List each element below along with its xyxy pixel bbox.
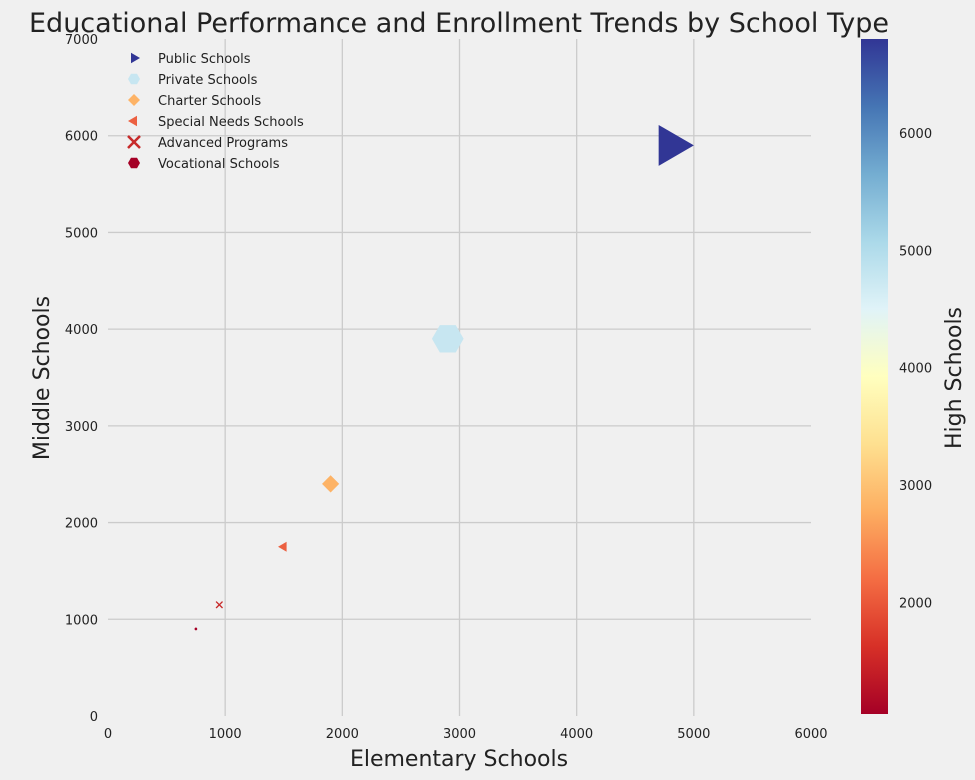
x-tick-label: 3000	[443, 727, 476, 742]
y-tick-label: 1000	[65, 613, 98, 628]
x-tick-label: 4000	[560, 727, 593, 742]
y-tick-labels: 0 1000 2000 3000 4000 5000 6000 7000	[65, 33, 98, 725]
colorbar-tick-label: 3000	[899, 479, 932, 494]
legend-marker	[128, 73, 140, 85]
colorbar	[861, 39, 888, 714]
x-tick-label: 5000	[677, 727, 710, 742]
y-tick-label: 6000	[65, 130, 98, 145]
legend-label: Vocational Schools	[158, 157, 280, 172]
x-tick-labels: 0 1000 2000 3000 4000 5000 6000	[104, 727, 828, 742]
colorbar-ticks: 2000 3000 4000 5000 6000	[899, 127, 932, 612]
y-tick-label: 3000	[65, 420, 98, 435]
colorbar-tick-label: 5000	[899, 244, 932, 259]
legend-marker	[131, 52, 140, 64]
y-tick-label: 5000	[65, 226, 98, 241]
legend-marker	[128, 94, 140, 106]
x-tick-label: 1000	[209, 727, 242, 742]
legend-label: Special Needs Schools	[158, 115, 304, 130]
x-tick-label: 2000	[326, 727, 359, 742]
y-tick-label: 2000	[65, 517, 98, 532]
colorbar-tick-label: 2000	[899, 596, 932, 611]
legend-label: Public Schools	[158, 52, 251, 67]
data-point	[215, 601, 224, 609]
data-point	[194, 627, 198, 631]
grid	[108, 39, 811, 716]
y-tick-label: 0	[90, 710, 98, 725]
x-axis-label: Elementary Schools	[350, 747, 568, 772]
chart-title: Educational Performance and Enrollment T…	[29, 8, 889, 39]
colorbar-tick-label: 6000	[899, 127, 932, 142]
data-point	[431, 325, 464, 353]
legend-label: Private Schools	[158, 73, 258, 88]
data-point	[658, 124, 694, 166]
y-tick-label: 4000	[65, 323, 98, 338]
legend-label: Charter Schools	[158, 94, 261, 109]
data-point	[278, 541, 287, 552]
y-tick-label: 7000	[65, 33, 98, 48]
colorbar-tick-label: 4000	[899, 362, 932, 377]
x-tick-label: 6000	[794, 727, 827, 742]
legend-marker	[127, 135, 141, 149]
x-tick-label: 0	[104, 727, 112, 742]
legend: Public Schools Private Schools Charter Sch…	[127, 52, 304, 172]
data-points	[194, 124, 694, 631]
legend-marker	[128, 115, 137, 127]
data-point	[322, 475, 340, 493]
colorbar-label: High Schools	[942, 307, 967, 449]
legend-marker	[128, 157, 140, 169]
y-axis-label: Middle Schools	[30, 296, 55, 460]
legend-label: Advanced Programs	[158, 136, 288, 151]
